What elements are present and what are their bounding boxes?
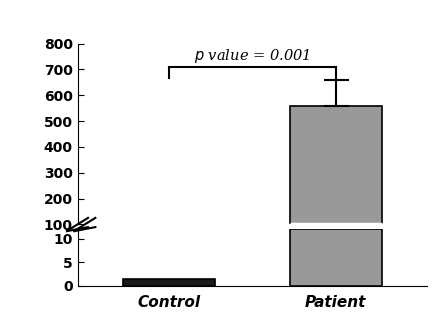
Bar <box>290 106 382 224</box>
Text: $p$ value = 0.001: $p$ value = 0.001 <box>194 47 311 65</box>
Bar <box>123 279 215 286</box>
Bar <box>290 229 382 286</box>
